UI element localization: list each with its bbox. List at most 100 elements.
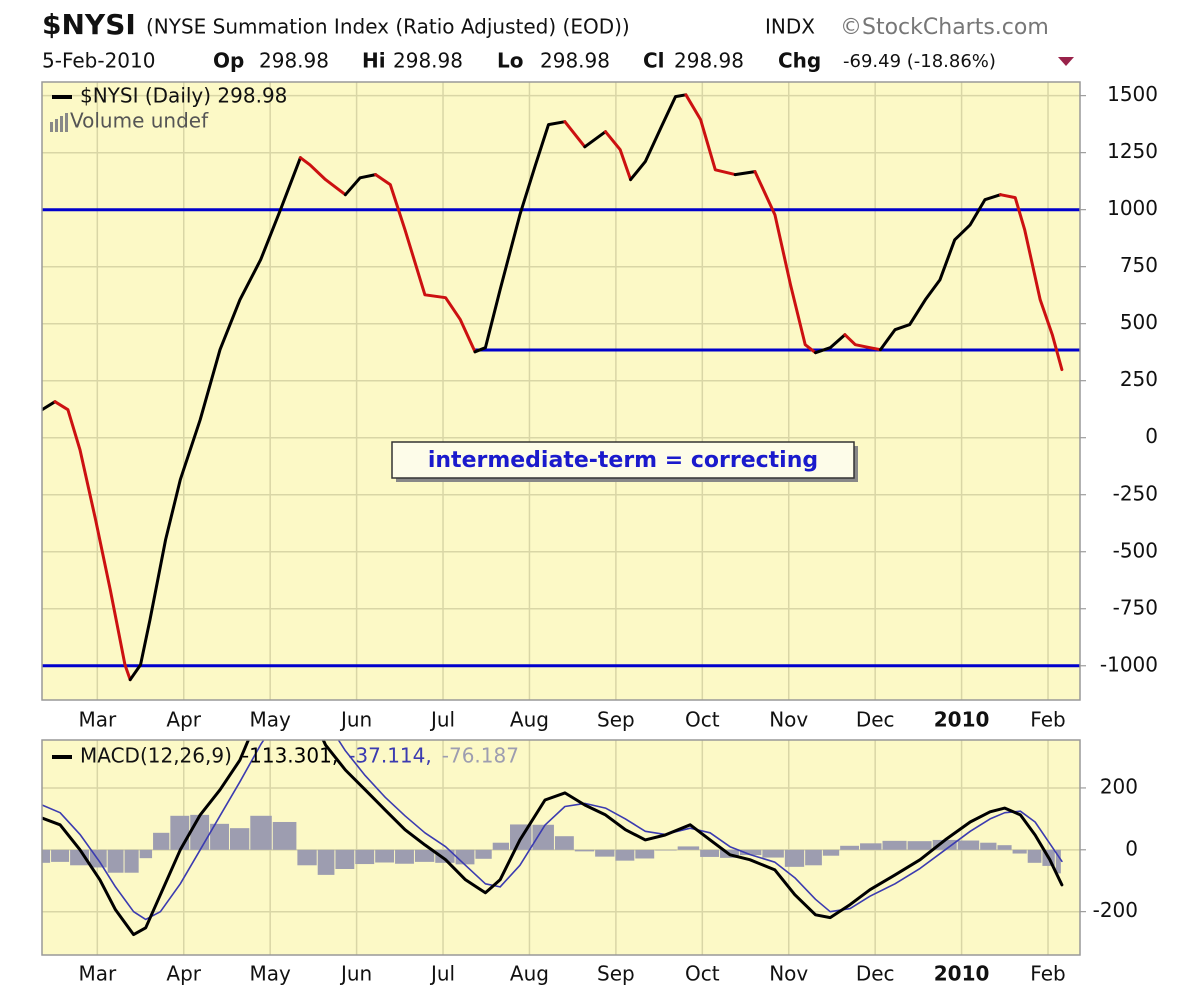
quote-value: -69.49 (-18.86%) bbox=[843, 51, 996, 72]
y-tick-label: -200 bbox=[1093, 898, 1138, 922]
histogram-bar bbox=[455, 849, 475, 865]
series-line bbox=[343, 173, 378, 197]
quote-label: Cl bbox=[643, 49, 665, 73]
series-line bbox=[753, 170, 817, 355]
y-tick-label: -750 bbox=[1113, 595, 1158, 619]
histogram-bar bbox=[414, 849, 435, 862]
x-tick-label: Feb bbox=[1030, 962, 1065, 986]
y-tick-label: -250 bbox=[1113, 481, 1158, 505]
series-line bbox=[563, 120, 587, 149]
histogram-bar bbox=[1012, 849, 1027, 854]
quote-value: 298.98 bbox=[674, 49, 744, 73]
source: ©StockCharts.com bbox=[840, 15, 1049, 40]
histogram-bar bbox=[170, 815, 190, 850]
x-tick-label: Jul bbox=[429, 708, 455, 732]
x-tick-label: May bbox=[249, 708, 291, 732]
series-line bbox=[604, 130, 633, 182]
histogram-bar bbox=[139, 849, 153, 859]
legend-label: $NYSI (Daily) 298.98 bbox=[80, 84, 287, 108]
x-tick-label: May bbox=[249, 962, 291, 986]
x-tick-label: Oct bbox=[685, 708, 720, 732]
series-line bbox=[814, 333, 847, 355]
histogram-bar bbox=[317, 849, 335, 875]
histogram-bar bbox=[907, 841, 932, 850]
histogram-bar bbox=[335, 849, 355, 869]
series-line bbox=[42, 740, 1063, 921]
series-line bbox=[878, 193, 1002, 352]
histogram-bar bbox=[932, 839, 957, 850]
histogram-bar bbox=[107, 849, 124, 873]
y-tick-label: -1000 bbox=[1100, 652, 1158, 676]
histogram-bar bbox=[532, 824, 554, 850]
x-tick-label: Nov bbox=[769, 708, 808, 732]
plot-background bbox=[42, 82, 1080, 700]
y-tick-label: 750 bbox=[1120, 253, 1158, 277]
series-line bbox=[999, 193, 1064, 372]
x-tick-label: Aug bbox=[510, 708, 549, 732]
y-tick-label: 500 bbox=[1120, 310, 1158, 334]
legend-icon bbox=[50, 122, 53, 132]
histogram-bar bbox=[124, 849, 139, 873]
x-tick-label: Aug bbox=[510, 962, 549, 986]
x-tick-label: Sep bbox=[597, 962, 635, 986]
down-arrow bbox=[1058, 57, 1074, 66]
histogram-bar bbox=[822, 849, 840, 856]
y-tick-label: 1250 bbox=[1107, 139, 1158, 163]
series-line bbox=[629, 93, 688, 182]
exchange: INDX bbox=[765, 15, 815, 39]
y-tick-label: 200 bbox=[1100, 774, 1138, 798]
histogram-bar bbox=[297, 849, 317, 866]
series-line bbox=[298, 156, 347, 197]
x-tick-label: Oct bbox=[685, 962, 720, 986]
histogram-bar bbox=[805, 849, 822, 866]
series-line bbox=[843, 333, 882, 352]
histogram-bar bbox=[957, 840, 980, 850]
histogram-bar bbox=[840, 845, 860, 850]
quote-value: 298.98 bbox=[259, 49, 329, 73]
quote-label: Lo bbox=[497, 49, 523, 73]
histogram-bar bbox=[395, 849, 414, 864]
histogram-bar bbox=[762, 849, 784, 858]
legend-label: -37.114, bbox=[348, 744, 432, 768]
histogram-bar bbox=[250, 815, 272, 850]
y-tick-label: 1000 bbox=[1107, 196, 1158, 220]
x-tick-label: Dec bbox=[856, 708, 895, 732]
legend-icon bbox=[60, 116, 63, 132]
series-line bbox=[42, 740, 1064, 937]
quote-date: 5-Feb-2010 bbox=[42, 49, 155, 73]
legend-title: MACD(12,26,9) bbox=[80, 744, 232, 768]
series-line bbox=[42, 400, 57, 412]
histogram-bar bbox=[375, 849, 395, 863]
series-line bbox=[473, 120, 567, 354]
x-tick-label: Nov bbox=[769, 962, 808, 986]
volume-label: Volume undef bbox=[70, 109, 209, 133]
series-line bbox=[684, 93, 737, 177]
quote-label: Chg bbox=[778, 49, 821, 73]
histogram-bar bbox=[1027, 849, 1042, 863]
histogram-bar bbox=[190, 814, 210, 850]
histogram-bar bbox=[229, 828, 250, 850]
histogram-bar bbox=[554, 836, 574, 850]
histogram-bar bbox=[355, 849, 375, 865]
series-line bbox=[53, 400, 132, 682]
legend-label: -76.187 bbox=[442, 744, 519, 768]
histogram-bar bbox=[272, 821, 297, 850]
legend-icon bbox=[55, 119, 58, 132]
histogram-bar bbox=[435, 849, 455, 863]
plot-area bbox=[42, 93, 1080, 682]
histogram-bar bbox=[677, 846, 700, 850]
y-tick-label: 0 bbox=[1125, 836, 1138, 860]
x-tick-label: Dec bbox=[856, 962, 895, 986]
quote-value: 298.98 bbox=[393, 49, 463, 73]
x-tick-label: Mar bbox=[78, 962, 117, 986]
histogram-bar bbox=[655, 849, 677, 851]
histogram-bar bbox=[739, 849, 762, 856]
plot-border bbox=[41, 739, 1081, 956]
y-tick-label: 0 bbox=[1145, 424, 1158, 448]
x-tick-label: Feb bbox=[1030, 708, 1065, 732]
plot-area bbox=[42, 740, 1064, 937]
histogram-bar bbox=[1055, 849, 1061, 874]
y-tick-label: -500 bbox=[1113, 538, 1158, 562]
index-name: (NYSE Summation Index (Ratio Adjusted) (… bbox=[146, 15, 630, 39]
